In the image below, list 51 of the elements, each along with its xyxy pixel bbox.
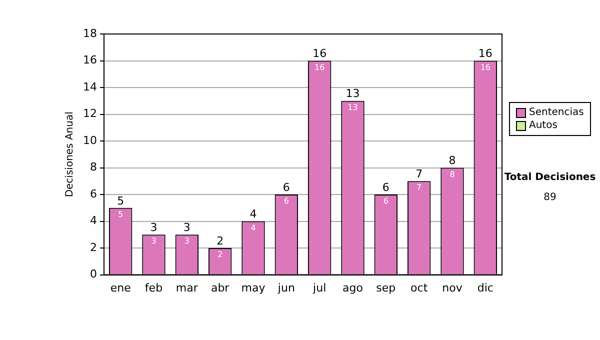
x-tick-label: dic [477,281,494,294]
data-label: 7 [416,183,422,192]
text: Total Decisiones [503,172,597,183]
y-tick-label: 14 [82,80,97,94]
x-tick-label: feb [144,281,163,294]
total-label: 8 [448,154,456,168]
data-label: 3 [184,236,190,246]
y-tick-label: 8 [90,160,97,174]
total-label: 2 [216,234,224,248]
y-tick-label: 12 [82,107,97,120]
data-label: 13 [348,102,358,112]
y-tick-label: 16 [82,54,97,67]
legend-label: Autos [529,119,558,132]
y-tick-label: 0 [90,268,97,281]
data-label: 6 [284,196,289,206]
data-label: 16 [480,62,491,72]
total-label: 6 [382,180,390,194]
x-tick-label: jun [276,281,295,294]
total-label: 16 [478,47,492,60]
data-label: 2 [218,250,223,260]
total-label: 13 [346,87,360,100]
x-tick-label: oct [410,281,428,294]
data-label: 16 [314,62,325,72]
y-tick-label: 6 [90,187,97,200]
x-tick-label: sep [376,281,396,294]
y-tick-label: 18 [82,26,97,40]
y-tick-label: 4 [90,214,97,228]
total-label: 3 [183,221,190,234]
data-label: 4 [250,223,256,232]
x-tick-label: abr [210,281,230,294]
y-tick-label: 10 [82,134,97,147]
x-tick-label: ago [342,281,364,294]
y-axis-title: Decisiones Anual [64,112,76,198]
x-tick-label: ene [110,281,132,294]
x-tick-label: nov [442,281,463,294]
x-tick-label: mar [176,281,198,294]
total-label: 4 [250,208,257,221]
data-label: 3 [151,236,156,246]
total-label: 16 [312,47,327,60]
data-label: 6 [383,196,388,206]
data-label: 8 [450,170,455,179]
legend-label: Sentencias [529,106,584,119]
y-tick-label: 2 [90,240,97,254]
total-label: 3 [150,221,158,234]
x-tick-label: jul [312,281,326,294]
total-label: 7 [416,168,423,181]
text: 89 [542,192,558,203]
x-tick-label: may [241,281,266,294]
total-label: 5 [117,194,124,208]
total-label: 6 [282,180,290,194]
data-label: 5 [118,210,124,219]
